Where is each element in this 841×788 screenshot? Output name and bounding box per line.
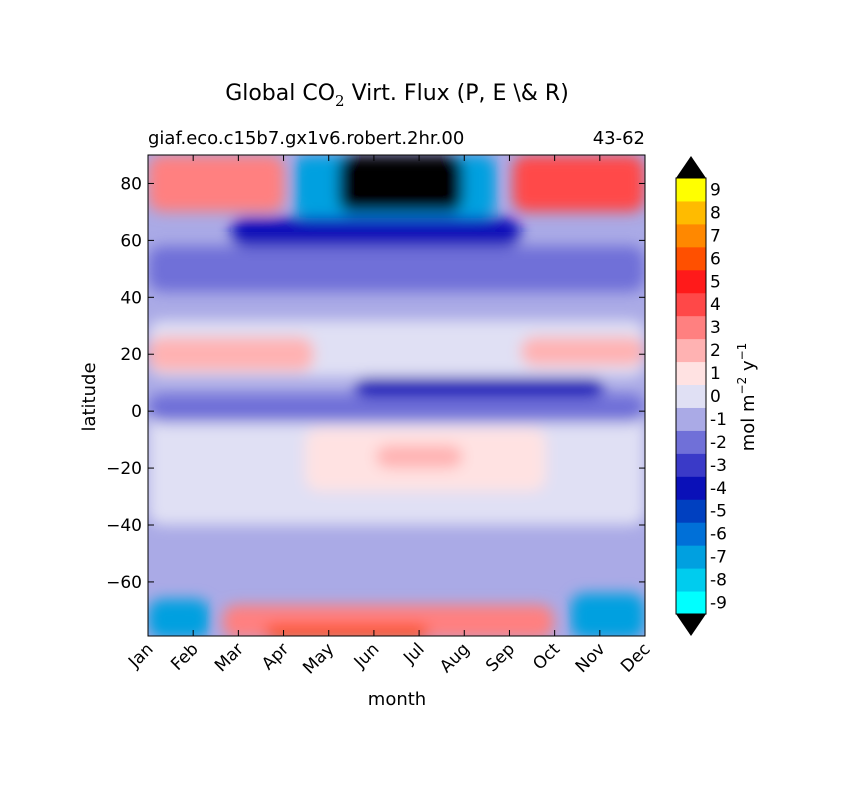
- subtitle-right: 43-62: [593, 128, 645, 149]
- colorbar-swatch: [676, 361, 706, 386]
- colorbar-level-label: -2: [710, 433, 727, 453]
- y-tick-label: 60: [120, 231, 142, 251]
- y-tick-label: 0: [131, 402, 142, 422]
- colorbar: -9 -8 -7 -6 -5 -4 -3 -2 -1 0 1 2 3 4 5 6 7 8 9: [675, 156, 727, 636]
- y-tick-label: 40: [120, 288, 142, 308]
- colorbar-swatch: [676, 591, 706, 615]
- colorbar-level-label: 8: [710, 203, 721, 223]
- colorbar-swatch: [676, 223, 706, 248]
- contour-region-9: [148, 246, 645, 292]
- colorbar-level-label: -8: [710, 571, 727, 591]
- colorbar-swatch: [676, 430, 706, 454]
- colorbar-swatch: [676, 246, 706, 271]
- x-tick-label: Mar: [211, 639, 248, 676]
- x-tick-label: Sep: [482, 639, 519, 676]
- colorbar-over-triangle: [676, 156, 706, 178]
- colorbar-swatch: [676, 499, 706, 523]
- colorbar-label-exp1: −2: [735, 377, 749, 395]
- contour-region-18: [263, 624, 430, 636]
- colorbar-swatch: [676, 338, 706, 363]
- colorbar-label: mol m−2 y−1: [735, 343, 759, 452]
- colorbar-level-label: 7: [710, 226, 721, 246]
- colorbar-swatch: [676, 476, 706, 500]
- x-tick-label: Feb: [167, 639, 202, 674]
- contour-region-14: [338, 155, 463, 212]
- x-tick-label: Jul: [399, 639, 428, 668]
- colorbar-swatch: [676, 384, 706, 408]
- colorbar-level-label: 4: [710, 295, 721, 315]
- y-tick-label: −40: [106, 516, 142, 536]
- colorbar-level-label: -1: [710, 410, 727, 430]
- x-tick-label: Nov: [572, 639, 610, 677]
- colorbar-level-label: -9: [710, 594, 727, 614]
- y-tick-label: −20: [106, 459, 142, 479]
- colorbar-swatch: [676, 315, 706, 340]
- colorbar-level-label: 1: [710, 364, 721, 384]
- contour-fields: [148, 155, 645, 636]
- x-tick-label: Jun: [350, 639, 384, 673]
- colorbar-swatch: [676, 453, 706, 477]
- contour-region-16: [570, 593, 645, 636]
- colorbar-level-label: -4: [710, 479, 727, 499]
- colorbar-swatch: [676, 545, 706, 569]
- x-tick-label: May: [299, 639, 338, 678]
- colorbar-label-exp2: −1: [735, 343, 749, 361]
- plot-frame: [147, 154, 646, 637]
- contour-region-12: [512, 155, 645, 212]
- colorbar-swatch: [676, 568, 706, 592]
- x-tick-label: Apr: [258, 639, 293, 674]
- title-prefix: Global CO: [225, 81, 335, 106]
- colorbar-swatch: [676, 292, 706, 317]
- colorbar-level-label: -5: [710, 502, 727, 522]
- contour-region-3: [375, 445, 463, 469]
- title-subscript: 2: [335, 92, 345, 110]
- colorbar-swatch: [676, 178, 706, 202]
- y-axis-label: latitude: [79, 362, 100, 431]
- colorbar-level-label: -6: [710, 525, 727, 545]
- colorbar-label-main: mol m: [738, 394, 759, 451]
- contour-region-15: [148, 599, 211, 636]
- x-tick-label: Dec: [617, 639, 654, 676]
- chart-title: Global CO2 Virt. Flux (P, E \& R): [225, 81, 569, 110]
- colorbar-swatch: [676, 407, 706, 431]
- colorbar-level-label: 3: [710, 318, 721, 338]
- colorbar-swatch: [676, 522, 706, 546]
- colorbar-level-label: -7: [710, 548, 727, 568]
- x-tick-label: Aug: [436, 639, 474, 677]
- subtitle-left: giaf.eco.c15b7.gx1v6.robert.2hr.00: [148, 128, 464, 149]
- colorbar-level-label: -3: [710, 456, 727, 476]
- colorbar-level-label: 0: [710, 387, 721, 407]
- contour-region-7: [148, 337, 314, 372]
- colorbar-frame: [675, 177, 707, 615]
- y-axis: 80 60 40 20 0 −20 −40 −60: [106, 174, 645, 593]
- colorbar-level-label: 6: [710, 249, 721, 269]
- colorbar-swatch: [676, 269, 706, 294]
- contour-region-8: [520, 337, 645, 366]
- x-axis-label: month: [368, 689, 426, 710]
- colorbar-level-label: 9: [710, 180, 721, 200]
- contour-region-11: [148, 155, 285, 212]
- colorbar-swatch: [676, 200, 706, 225]
- y-tick-label: 20: [120, 345, 142, 365]
- x-tick-label: Oct: [529, 639, 564, 674]
- plot-area: [148, 155, 645, 636]
- colorbar-level-label: 5: [710, 272, 721, 292]
- y-tick-label: 80: [120, 174, 142, 194]
- x-tick-label: Jan: [124, 639, 157, 672]
- y-tick-label: −60: [106, 573, 142, 593]
- contour-region-10: [230, 217, 521, 247]
- title-suffix: Virt. Flux (P, E \& R): [345, 81, 569, 106]
- colorbar-under-triangle: [676, 614, 706, 636]
- contour-region-4: [148, 394, 645, 423]
- colorbar-label-mid: y: [738, 360, 759, 377]
- colorbar-level-label: 2: [710, 341, 721, 361]
- contour-region-5: [355, 377, 604, 397]
